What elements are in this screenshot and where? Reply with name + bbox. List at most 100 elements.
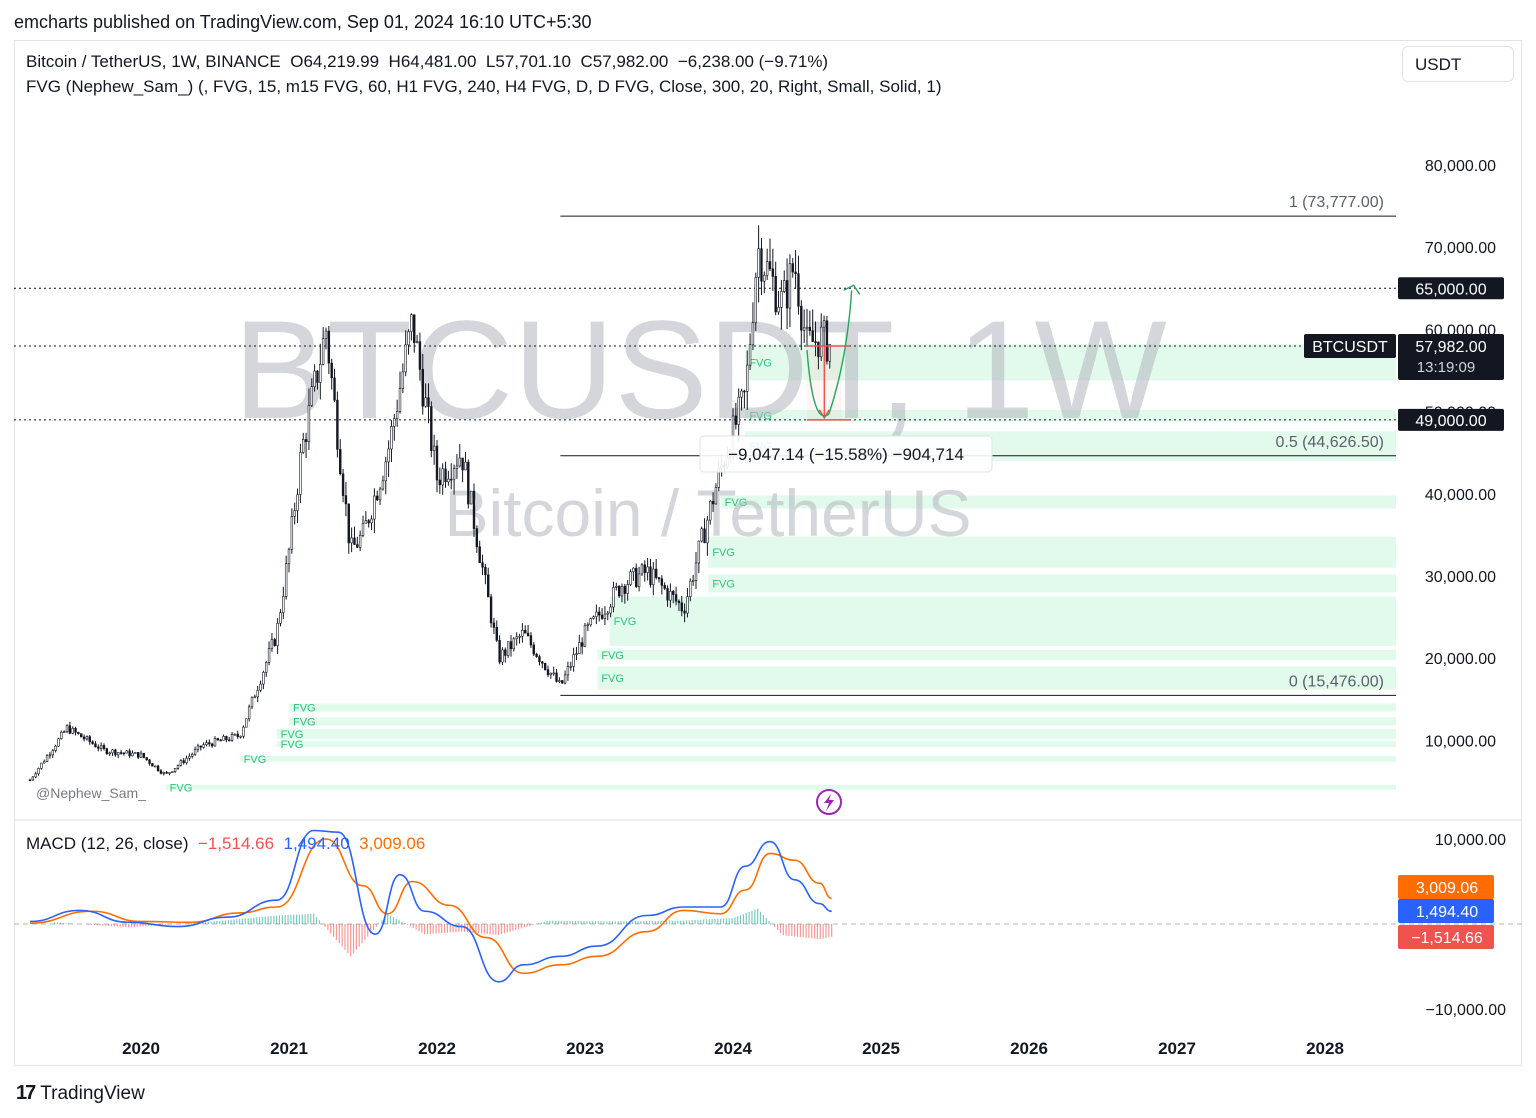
macd-hist-bar-151 xyxy=(483,924,486,934)
candle-body-187 xyxy=(561,680,564,684)
candle-body-85 xyxy=(270,639,274,649)
candle-body-110 xyxy=(341,473,345,496)
macd-hist-bar-216 xyxy=(668,920,671,924)
candle-body-31 xyxy=(117,752,120,756)
macd-hist-bar-63 xyxy=(233,919,235,924)
tradingview-brand: TradingView xyxy=(40,1082,145,1104)
candle-body-257 xyxy=(760,248,763,282)
macd-hist-bar-217 xyxy=(671,920,673,924)
candle-body-27 xyxy=(105,748,109,755)
candle-body-93 xyxy=(293,510,296,517)
candle-body-6 xyxy=(45,755,49,762)
time-axis[interactable]: 2020 2021 2022 2023 2024 2025 2026 2027 2028 xyxy=(122,1039,1344,1058)
macd-hist-bar-93 xyxy=(318,920,320,924)
macd-legend[interactable]: MACD (12, 26, close) −1,514.66 1,494.40 … xyxy=(26,834,425,854)
macd-badge-signal xyxy=(1398,875,1494,899)
candle-body-37 xyxy=(134,752,137,754)
macd-badge-text-signal: 3,009.06 xyxy=(1416,880,1478,897)
candle-body-224 xyxy=(666,588,669,601)
candle-body-145 xyxy=(441,468,444,486)
candle-body-94 xyxy=(296,494,299,511)
macd-hist-bar-26 xyxy=(128,924,130,928)
x-tick-8: 2028 xyxy=(1306,1039,1344,1058)
candle-body-32 xyxy=(119,752,123,754)
macd-hist-bar-144 xyxy=(463,924,466,932)
candle-body-52 xyxy=(176,765,180,769)
tradingview-footer[interactable]: 17 TradingView xyxy=(16,1082,145,1105)
candle-body-59 xyxy=(196,745,200,750)
candle-body-83 xyxy=(265,662,268,673)
candle-body-74 xyxy=(239,735,242,738)
macd-hist-bar-171 xyxy=(540,922,542,924)
macd-hist-bar-224 xyxy=(691,920,693,924)
macd-hist-bar-53 xyxy=(204,922,207,924)
x-tick-0: 2020 xyxy=(122,1039,160,1058)
candle-body-183 xyxy=(549,672,553,676)
fvg-zone-7 xyxy=(597,649,1396,660)
macd-hist-bar-273 xyxy=(831,924,833,937)
macd-hist-bar-98 xyxy=(332,924,335,937)
candle-body-131 xyxy=(401,371,405,389)
candle-body-68 xyxy=(222,736,225,741)
projection-arrow-head xyxy=(843,284,861,295)
candle-body-121 xyxy=(373,495,376,520)
candle-body-97 xyxy=(304,439,308,442)
macd-hist-bar-32 xyxy=(145,924,147,927)
candle-body-140 xyxy=(427,397,430,407)
candle-body-269 xyxy=(794,271,797,274)
macd-hist-bar-118 xyxy=(389,915,392,924)
macd-hist-bar-67 xyxy=(244,918,246,924)
x-tick-1: 2021 xyxy=(270,1039,308,1058)
candle-body-199 xyxy=(595,611,598,618)
macd-hist-bar-55 xyxy=(210,921,212,924)
candle-body-194 xyxy=(580,642,584,647)
macd-hist-bar-22 xyxy=(116,924,118,927)
macd-hist-bar-14 xyxy=(93,924,96,926)
candle-body-117 xyxy=(361,522,365,536)
candle-body-158 xyxy=(478,546,481,564)
price-axis[interactable]: 80,000.0070,000.0060,000.0050,000.0040,0… xyxy=(1425,158,1496,750)
candle-body-175 xyxy=(526,632,530,636)
fvg-zone-3 xyxy=(720,495,1396,509)
candle-body-4 xyxy=(40,762,43,769)
macd-hist-bar-135 xyxy=(438,924,440,934)
candle-body-18 xyxy=(80,733,83,738)
candle-body-139 xyxy=(424,397,427,407)
macd-hist-bar-12 xyxy=(88,924,90,925)
macd-hist-bar-234 xyxy=(720,918,722,924)
candle-body-231 xyxy=(686,596,689,614)
macd-hist-bar-20 xyxy=(110,924,113,927)
y-tick-5: 30,000.00 xyxy=(1425,569,1496,586)
currency-button[interactable]: USDT xyxy=(1402,46,1514,82)
candle-body-125 xyxy=(384,461,387,482)
macd-hist-bar-241 xyxy=(739,915,742,924)
macd-hist-bar-68 xyxy=(247,918,249,924)
indicator-legend[interactable]: FVG (Nephew_Sam_) (, FVG, 15, m15 FVG, 6… xyxy=(26,77,942,96)
macd-hist-bar-256 xyxy=(782,924,784,936)
candle-body-13 xyxy=(65,725,69,732)
macd-hist-bar-85 xyxy=(295,914,298,924)
fvg-label-7: FVG xyxy=(601,650,624,662)
candle-body-104 xyxy=(324,330,328,340)
measure-tool[interactable]: −9,047.14 (−15.58%) −904,714 xyxy=(699,284,993,473)
candle-body-267 xyxy=(788,263,792,309)
candle-body-204 xyxy=(609,606,612,614)
candle-body-14 xyxy=(68,725,72,734)
x-tick-3: 2023 xyxy=(566,1039,604,1058)
macd-hist-bar-268 xyxy=(816,924,819,940)
macd-hist-bar-233 xyxy=(717,918,719,924)
macd-hist-bar-181 xyxy=(569,920,571,924)
candle-body-189 xyxy=(566,666,570,676)
x-tick-4: 2024 xyxy=(714,1039,752,1058)
macd-hist-bar-100 xyxy=(338,924,340,944)
candle-body-57 xyxy=(191,753,194,757)
candle-body-2 xyxy=(34,773,37,778)
candle-body-163 xyxy=(492,622,496,628)
macd-hist-bar-191 xyxy=(597,921,599,924)
candle-body-278 xyxy=(820,326,823,358)
candle-body-11 xyxy=(60,731,63,740)
macd-hist-bar-16 xyxy=(99,924,101,926)
lightning-icon[interactable] xyxy=(816,789,842,815)
candle-body-91 xyxy=(287,548,291,565)
